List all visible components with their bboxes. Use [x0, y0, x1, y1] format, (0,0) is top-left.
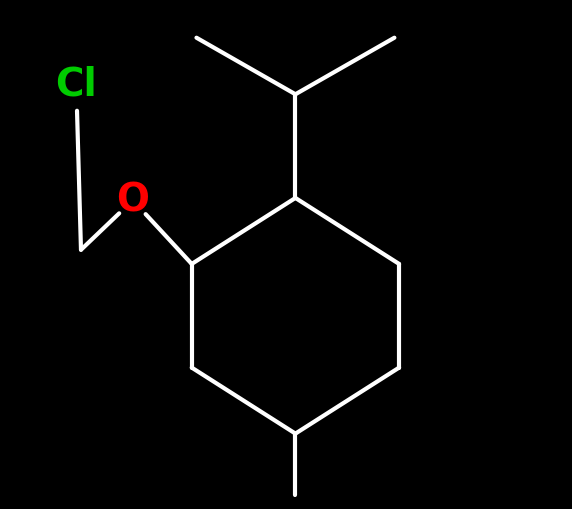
Text: O: O [116, 181, 149, 219]
Text: Cl: Cl [55, 66, 97, 104]
